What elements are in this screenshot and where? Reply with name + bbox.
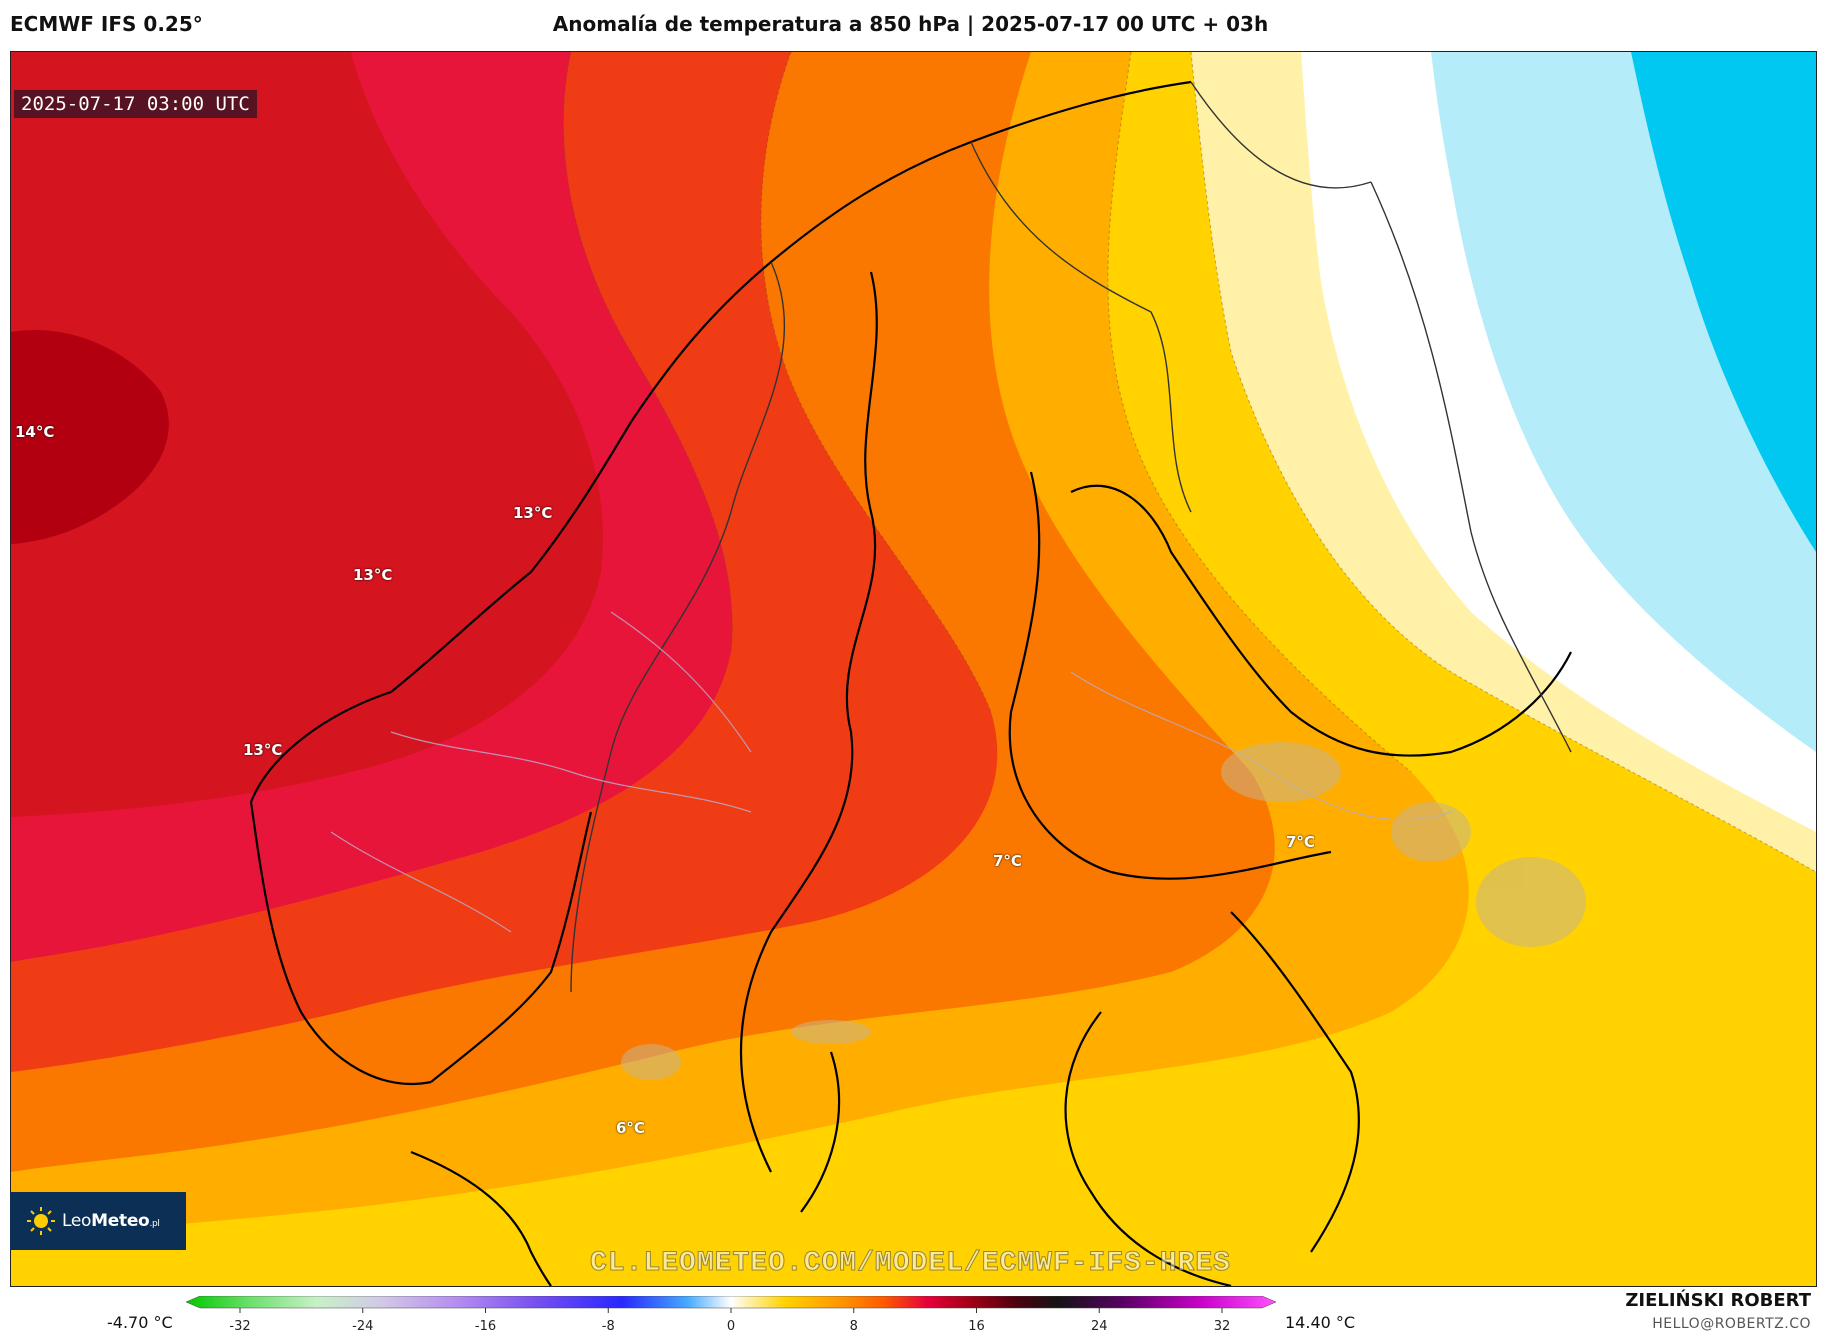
- isolines: [563, 52, 1816, 873]
- label-13c-a: 13°C: [513, 504, 553, 522]
- label-13c-c: 13°C: [243, 741, 283, 759]
- colorbar-tick-label: 16: [968, 1319, 985, 1334]
- colorbar-ticks: -32 -24 -16 -8 0 8 16 24 32: [229, 1308, 1230, 1334]
- author-name: ZIELIŃSKI ROBERT: [1625, 1290, 1811, 1311]
- country-borders: [570, 81, 1572, 993]
- label-6c: 6°C: [616, 1119, 645, 1137]
- colorbar-tick-label: 24: [1091, 1319, 1108, 1334]
- colorbar-tick-label: 8: [850, 1319, 858, 1334]
- field-deep-red: [11, 330, 169, 544]
- author-email: HELLO@ROBERTZ.CO: [1652, 1316, 1811, 1332]
- colorbar-tick-label: 32: [1214, 1319, 1231, 1334]
- map-title: Anomalía de temperatura a 850 hPa | 2025…: [552, 12, 1269, 36]
- source-watermark: CL.LEOMETEO.COM/MODEL/ECMWF-IFS-HRES: [590, 1248, 1231, 1280]
- coastlines: [249, 80, 1572, 1286]
- colorbar-min-label: -4.70 °C: [107, 1313, 173, 1332]
- colorbar: -32 -24 -16 -8 0 8 16 24 32: [186, 1296, 1276, 1334]
- colorbar-tick-label: -8: [602, 1319, 615, 1334]
- colorbar-gradient: [186, 1296, 1276, 1309]
- label-13c-b: 13°C: [353, 566, 393, 584]
- field-red: [11, 52, 603, 817]
- logo-text: LeoMeteo.pl: [62, 1211, 160, 1231]
- label-7c-a: 7°C: [993, 852, 1022, 870]
- map-canvas: [11, 52, 1816, 1286]
- temperature-anomaly-map: 14°C 13°C 13°C 13°C 7°C 7°C 6°C: [10, 51, 1817, 1287]
- model-name: ECMWF IFS 0.25°: [10, 12, 203, 36]
- colorbar-tick-label: -16: [475, 1319, 496, 1334]
- colorbar-max-label: 14.40 °C: [1285, 1313, 1356, 1332]
- label-7c-b: 7°C: [1286, 833, 1315, 851]
- colorbar-tick-label: -32: [229, 1319, 250, 1334]
- lakes: [621, 742, 1586, 1080]
- valid-time-badge: 2025-07-17 03:00 UTC: [14, 90, 257, 118]
- field-cyan: [1631, 52, 1816, 552]
- leometeo-logo: LeoMeteo.pl: [10, 1192, 186, 1250]
- sun-icon: [27, 1207, 55, 1235]
- colorbar-tick-label: -24: [352, 1319, 373, 1334]
- label-14c: 14°C: [15, 423, 55, 441]
- colorbar-tick-label: 0: [727, 1319, 735, 1334]
